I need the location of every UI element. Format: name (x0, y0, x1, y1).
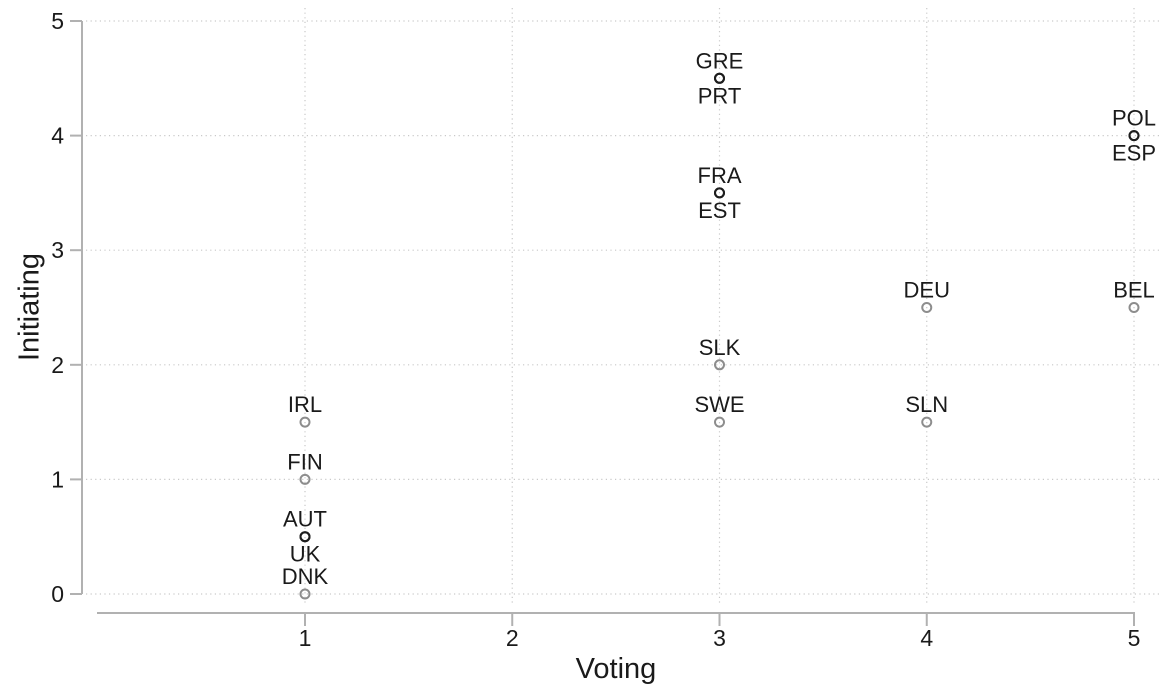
data-point-esp (1128, 130, 1140, 142)
y-axis-title: Initiating (13, 252, 46, 362)
data-label-swe: SWE (694, 392, 744, 417)
data-point-swe (714, 416, 725, 428)
data-point-sln (921, 416, 933, 428)
x-tick-label-3: 3 (713, 625, 726, 651)
data-label-sln: SLN (905, 392, 948, 417)
data-label-esp: ESP (1112, 141, 1156, 166)
data-point-fin (299, 473, 311, 485)
data-point-prt (714, 72, 725, 84)
y-tick-label-0: 0 (51, 581, 64, 607)
data-label-gre: GRE (696, 48, 744, 73)
data-label-fin: FIN (287, 449, 322, 474)
data-label-est: EST (698, 198, 741, 223)
y-tick-label-2: 2 (51, 352, 64, 378)
x-tick-label-5: 5 (1128, 625, 1141, 651)
x-tick-label-1: 1 (299, 625, 312, 651)
data-label-prt: PRT (698, 83, 742, 108)
y-tick-label-3: 3 (51, 237, 64, 263)
data-point-deu (921, 302, 933, 313)
data-point-est (714, 187, 725, 199)
x-axis-title: Voting (575, 653, 657, 685)
data-label-uk: UK (290, 542, 321, 567)
data-point-dnk (299, 588, 311, 600)
data-label-pol: POL (1112, 106, 1156, 131)
x-tick-label-4: 4 (920, 625, 933, 651)
data-point-bel (1128, 302, 1140, 313)
data-label-deu: DEU (904, 278, 950, 303)
y-tick-label-1: 1 (51, 466, 64, 492)
data-label-dnk: DNK (282, 564, 329, 589)
data-point-uk (299, 531, 311, 543)
data-point-slk (714, 359, 725, 371)
data-label-bel: BEL (1113, 278, 1155, 303)
y-tick-label-5: 5 (51, 8, 64, 34)
data-label-aut: AUT (283, 507, 327, 532)
y-tick-label-4: 4 (51, 123, 64, 149)
data-point-irl (299, 416, 311, 428)
data-label-irl: IRL (288, 392, 322, 417)
x-tick-label-2: 2 (506, 625, 519, 651)
data-label-fra: FRA (698, 163, 742, 188)
data-label-slk: SLK (699, 335, 741, 360)
